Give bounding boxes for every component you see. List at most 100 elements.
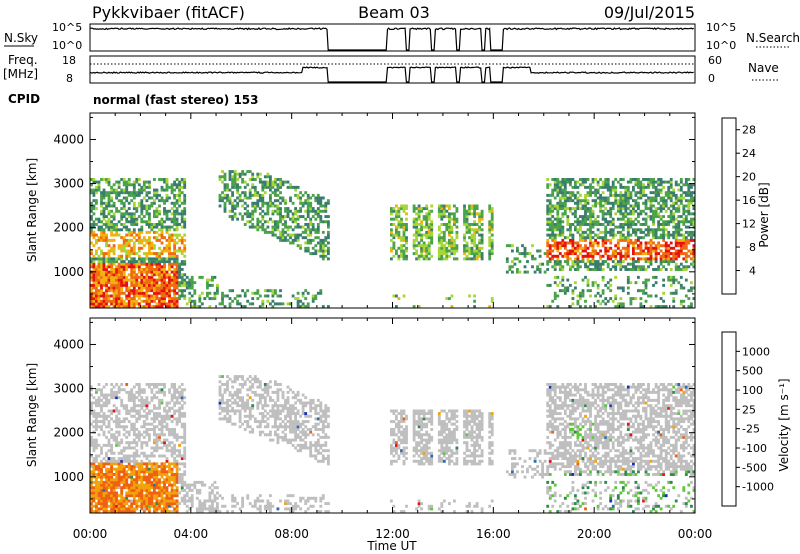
- heatmap-cell: [400, 252, 403, 256]
- heatmap-cell: [127, 294, 131, 298]
- heatmap-cell: [586, 257, 590, 261]
- heatmap-cell: [132, 286, 136, 290]
- heatmap-cell: [100, 260, 103, 264]
- heatmap-cell: [122, 275, 126, 279]
- heatmap-cell: [594, 217, 598, 221]
- heatmap-cell: [561, 207, 565, 211]
- heatmap-cell: [611, 180, 615, 184]
- heatmap-cell: [112, 204, 116, 208]
- beam-title: Beam 03: [358, 3, 430, 22]
- heatmap-cell: [163, 443, 166, 447]
- heatmap-cell: [155, 212, 159, 216]
- heatmap-cell: [130, 302, 134, 306]
- heatmap-cell: [100, 233, 103, 237]
- heatmap-cell: [120, 249, 124, 253]
- heatmap-cell: [437, 209, 441, 213]
- heatmap-cell: [644, 299, 648, 303]
- heatmap-cell: [105, 191, 108, 195]
- heatmap-cell: [90, 201, 93, 205]
- heatmap-cell: [122, 502, 126, 506]
- heatmap-cell: [137, 297, 141, 301]
- heatmap-cell: [231, 209, 235, 213]
- heatmap-cell: [150, 294, 154, 298]
- heatmap-cell: [306, 223, 310, 226]
- heatmap-cell: [125, 486, 129, 490]
- heatmap-cell: [296, 196, 300, 200]
- heatmap-cell: [135, 459, 139, 463]
- heatmap-cell: [692, 183, 696, 187]
- heatmap-cell: [125, 241, 129, 245]
- heatmap-cell: [206, 286, 209, 290]
- heatmap-cell: [448, 230, 451, 234]
- heatmap-cell: [112, 393, 116, 397]
- heatmap-cell: [236, 172, 240, 176]
- heatmap-cell: [178, 188, 182, 192]
- heatmap-cell: [127, 398, 131, 402]
- heatmap-cell: [556, 209, 560, 213]
- heatmap-cell: [238, 193, 242, 197]
- heatmap-cell: [130, 510, 134, 514]
- heatmap-cell: [165, 473, 169, 476]
- heatmap-cell: [140, 507, 144, 511]
- heatmap-cell: [92, 230, 96, 234]
- heatmap-cell: [306, 207, 310, 211]
- heatmap-cell: [160, 441, 164, 445]
- heatmap-cell: [561, 212, 565, 216]
- heatmap-cell: [233, 199, 237, 203]
- heatmap-cell: [112, 433, 116, 437]
- heatmap-cell: [90, 504, 93, 508]
- heatmap-cell: [629, 299, 633, 303]
- heatmap-cell: [644, 286, 648, 290]
- heatmap-cell: [669, 233, 673, 237]
- heatmap-cell: [100, 388, 103, 392]
- heatmap-cell: [160, 428, 164, 431]
- heatmap-cell: [558, 220, 562, 224]
- heatmap-cell: [160, 223, 164, 226]
- heatmap-cell: [127, 507, 131, 511]
- heatmap-cell: [551, 215, 555, 219]
- heatmap-cell: [634, 252, 638, 256]
- heatmap-cell: [679, 302, 683, 306]
- heatmap-cell: [92, 504, 96, 508]
- heatmap-cell: [566, 289, 570, 293]
- heatmap-cell: [115, 478, 119, 482]
- heatmap-cell: [400, 238, 403, 242]
- heatmap-cell: [178, 249, 182, 253]
- heatmap-cell: [137, 494, 141, 498]
- heatmap-cell: [95, 507, 98, 511]
- heatmap-cell: [647, 241, 650, 245]
- heatmap-cell: [629, 212, 633, 216]
- heatmap-cell: [299, 199, 303, 203]
- heatmap-cell: [274, 183, 277, 187]
- heatmap-cell: [168, 278, 171, 282]
- heatmap-cell: [584, 199, 587, 203]
- heatmap-cell: [596, 262, 600, 266]
- heatmap-cell: [463, 246, 466, 250]
- heatmap-cell: [397, 297, 401, 301]
- heatmap-cell: [140, 491, 144, 495]
- heatmap-cell: [314, 230, 318, 234]
- heatmap-cell: [682, 209, 686, 213]
- heatmap-cell: [90, 412, 93, 416]
- heatmap-cell: [120, 281, 124, 285]
- heatmap-cell: [92, 297, 96, 301]
- heatmap-cell: [125, 409, 129, 413]
- heatmap-cell: [120, 178, 124, 181]
- heatmap-cell: [120, 244, 124, 248]
- heatmap-cell: [581, 289, 585, 293]
- heatmap-cell: [120, 462, 124, 466]
- heatmap-cell: [626, 201, 630, 205]
- heatmap-cell: [642, 289, 645, 293]
- heatmap-cell: [122, 483, 126, 487]
- heatmap-cell: [548, 201, 552, 205]
- heatmap-cell: [115, 289, 119, 293]
- heatmap-cell: [581, 254, 585, 258]
- heatmap-cell: [183, 246, 187, 250]
- heatmap-cell: [652, 204, 655, 208]
- heatmap-cell: [155, 435, 159, 439]
- heatmap-cell: [122, 241, 126, 245]
- heatmap-cell: [117, 478, 121, 482]
- heatmap-cell: [105, 238, 108, 242]
- heatmap-cell: [90, 299, 93, 303]
- heatmap-cell: [581, 278, 585, 282]
